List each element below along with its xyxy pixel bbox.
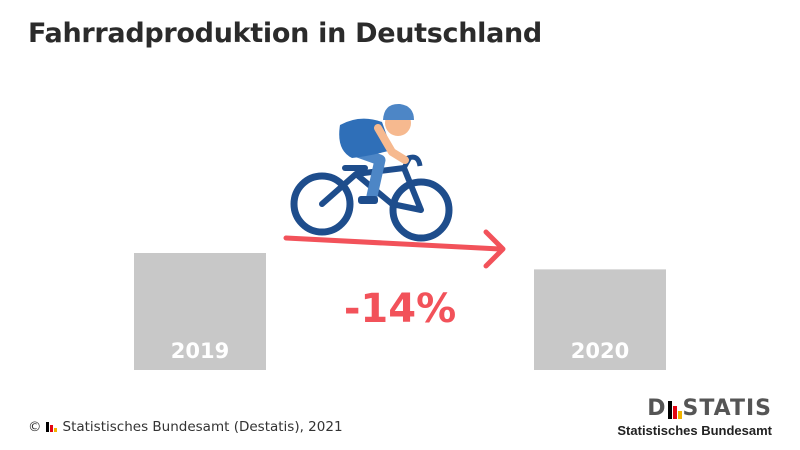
source-text: Statistisches Bundesamt (Destatis), 2021 xyxy=(62,419,343,435)
bar-label-2019: 2019 xyxy=(171,339,229,363)
logo-bars-icon xyxy=(667,401,682,419)
source-footer: © Statistisches Bundesamt (Destatis), 20… xyxy=(28,419,343,435)
logo-subtitle: Statistisches Bundesamt xyxy=(617,423,772,438)
bar-label-2020: 2020 xyxy=(571,339,629,363)
decline-arrow xyxy=(283,229,506,269)
logo-letters: STATIS xyxy=(682,396,772,421)
bar-2020 xyxy=(534,269,666,370)
logo-letter-d: D xyxy=(647,396,667,421)
cyclist-icon xyxy=(290,103,453,242)
chart-title: Fahrradproduktion in Deutschland xyxy=(28,18,542,49)
bar-2019 xyxy=(134,253,266,370)
destatis-logo: D STATIS Statistisches Bundesamt xyxy=(617,396,772,439)
change-label: -14% xyxy=(344,286,456,332)
destatis-mini-logo-icon xyxy=(45,422,57,432)
copyright-symbol: © xyxy=(28,419,42,435)
